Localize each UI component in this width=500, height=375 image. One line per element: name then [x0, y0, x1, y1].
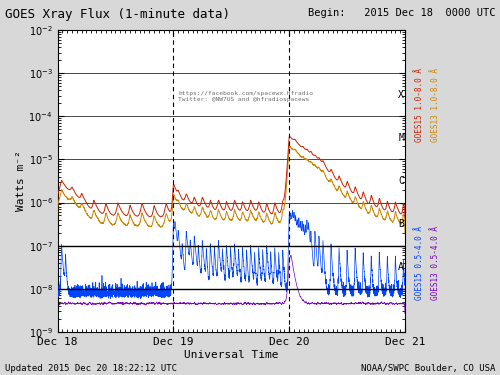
Text: GOES13 0.5-4.0 Å: GOES13 0.5-4.0 Å [430, 225, 440, 300]
Text: C: C [398, 176, 404, 186]
Text: https://facebook.com/spacewx.hfradio
Twitter: @NW7US and @hfradiospacews: https://facebook.com/spacewx.hfradio Twi… [178, 92, 313, 102]
Text: M: M [398, 133, 404, 143]
Text: X: X [398, 90, 404, 100]
Text: NOAA/SWPC Boulder, CO USA: NOAA/SWPC Boulder, CO USA [360, 364, 495, 373]
Text: GOES15 1.0-8.0 Å: GOES15 1.0-8.0 Å [416, 68, 424, 142]
Text: Updated 2015 Dec 20 18:22:12 UTC: Updated 2015 Dec 20 18:22:12 UTC [5, 364, 177, 373]
Y-axis label: Watts m⁻²: Watts m⁻² [16, 150, 26, 211]
Text: GOES13 1.0-8.0 Å: GOES13 1.0-8.0 Å [430, 68, 440, 142]
Text: A: A [398, 262, 404, 272]
Text: Begin:   2015 Dec 18  0000 UTC: Begin: 2015 Dec 18 0000 UTC [308, 8, 495, 18]
Text: GOES15 0.5-4.0 Å: GOES15 0.5-4.0 Å [416, 225, 424, 300]
X-axis label: Universal Time: Universal Time [184, 350, 278, 360]
Text: GOES Xray Flux (1-minute data): GOES Xray Flux (1-minute data) [5, 8, 230, 21]
Text: B: B [398, 219, 404, 229]
